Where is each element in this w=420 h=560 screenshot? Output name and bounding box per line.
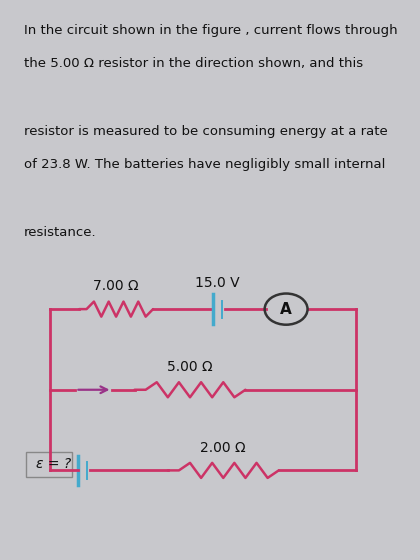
Text: of 23.8 W. The batteries have negligibly small internal: of 23.8 W. The batteries have negligibly… <box>24 158 385 171</box>
Text: 2.00 Ω: 2.00 Ω <box>200 441 246 455</box>
Text: A: A <box>280 302 292 316</box>
Text: the 5.00 Ω resistor in the direction shown, and this: the 5.00 Ω resistor in the direction sho… <box>24 57 363 71</box>
Text: ε = ?: ε = ? <box>36 457 71 470</box>
Text: 15.0 V: 15.0 V <box>195 276 240 290</box>
Bar <box>26 451 72 477</box>
Text: resistance.: resistance. <box>24 226 96 239</box>
Text: 5.00 Ω: 5.00 Ω <box>167 360 213 374</box>
Text: 7.00 Ω: 7.00 Ω <box>93 279 139 293</box>
Text: resistor is measured to be consuming energy at a rate: resistor is measured to be consuming ene… <box>24 124 387 138</box>
Text: In the circuit shown in the figure , current flows through: In the circuit shown in the figure , cur… <box>24 24 397 36</box>
